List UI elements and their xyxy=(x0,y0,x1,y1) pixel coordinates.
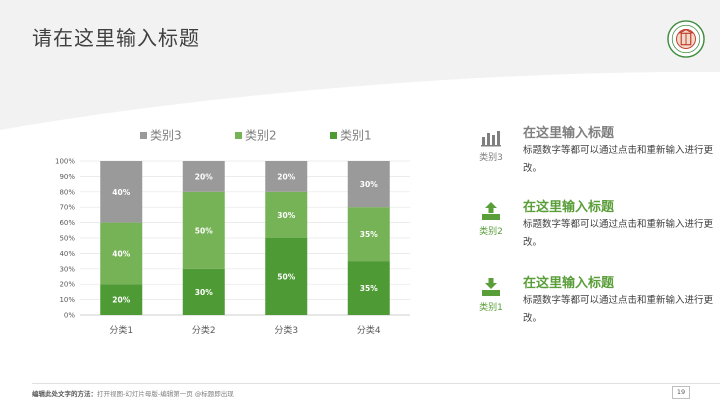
item-title: 在这里输入标题 xyxy=(523,276,615,291)
y-tick-label: 50% xyxy=(59,235,75,243)
item-category-tag: 类别1 xyxy=(479,303,503,313)
data-label: 40% xyxy=(112,249,130,258)
y-tick-label: 60% xyxy=(59,219,75,227)
item-description: 标题数字等都可以通过点击和重新输入进行更改。 xyxy=(523,219,714,248)
legend-label: 类别2 xyxy=(245,129,277,143)
x-tick-label: 分类4 xyxy=(357,324,381,336)
stacked-bar-chart: 0% 10% 20% 30% 40% 50% 60% 70% 80% 90% 100% 20% 40% 4… xyxy=(55,129,410,336)
info-item: 类别1 在这里输入标题标题数字等都可以通过点击和重新输入进行更改。 xyxy=(470,272,714,332)
header-curve xyxy=(0,0,720,130)
legend-label: 类别3 xyxy=(150,129,182,143)
data-label: 35% xyxy=(360,284,378,293)
bar-segment xyxy=(100,161,143,223)
data-label: 30% xyxy=(195,288,213,297)
y-tick-label: 100% xyxy=(55,158,75,166)
y-tick-label: 30% xyxy=(59,265,75,273)
bar-segment xyxy=(182,161,225,192)
page-number: 19 xyxy=(672,386,690,399)
legend-swatch xyxy=(140,132,147,139)
y-tick-label: 90% xyxy=(59,173,75,181)
data-label: 30% xyxy=(277,211,295,220)
item-title: 在这里输入标题 xyxy=(523,200,615,215)
item-category-tag: 类别3 xyxy=(479,153,503,163)
bar-segment xyxy=(347,207,390,262)
bar-segment xyxy=(265,161,308,192)
data-label: 20% xyxy=(112,296,130,305)
bar-segment xyxy=(100,222,143,285)
data-label: 40% xyxy=(112,188,130,197)
bar-segment xyxy=(347,161,390,208)
footer-divider xyxy=(32,383,720,384)
school-logo-icon xyxy=(667,20,705,58)
data-label: 20% xyxy=(277,172,295,181)
upload-icon xyxy=(480,200,502,222)
y-tick-label: 40% xyxy=(59,250,75,258)
item-description: 标题数字等都可以通过点击和重新输入进行更改。 xyxy=(523,145,714,174)
download-icon xyxy=(480,276,502,298)
legend-swatch xyxy=(235,132,242,139)
info-item: 类别3 在这里输入标题标题数字等都可以通过点击和重新输入进行更改。 xyxy=(470,122,714,182)
data-label: 30% xyxy=(360,180,378,189)
bar-segment xyxy=(347,261,390,315)
data-label: 35% xyxy=(360,230,378,239)
bar-segment xyxy=(265,191,308,238)
y-tick-label: 70% xyxy=(59,204,75,212)
y-tick-label: 0% xyxy=(64,312,75,320)
info-item: 类别2 在这里输入标题标题数字等都可以通过点击和重新输入进行更改。 xyxy=(470,196,714,256)
data-label: 20% xyxy=(195,172,213,181)
bar-segment xyxy=(182,191,225,269)
bar-segment xyxy=(182,268,225,315)
bar-segment xyxy=(265,238,308,315)
y-tick-label: 20% xyxy=(59,281,75,289)
bar-segment xyxy=(100,284,143,315)
item-description: 标题数字等都可以通过点击和重新输入进行更改。 xyxy=(523,295,714,324)
page-title: 请在这里输入标题 xyxy=(32,26,200,50)
bar-chart-icon xyxy=(480,126,502,148)
footer-note: 编辑此处文字的方法：打开视图-幻灯片母版-编辑第一页 @标题即出现 xyxy=(32,390,234,398)
x-tick-label: 分类1 xyxy=(109,324,133,336)
item-title: 在这里输入标题 xyxy=(523,126,615,141)
y-tick-label: 80% xyxy=(59,188,75,196)
y-tick-label: 10% xyxy=(59,296,75,304)
item-category-tag: 类别2 xyxy=(479,227,503,237)
x-tick-label: 分类2 xyxy=(192,324,216,336)
data-label: 50% xyxy=(277,273,295,282)
legend-swatch xyxy=(330,132,337,139)
legend-label: 类别1 xyxy=(340,129,372,143)
x-tick-label: 分类3 xyxy=(274,324,298,336)
data-label: 50% xyxy=(195,226,213,235)
